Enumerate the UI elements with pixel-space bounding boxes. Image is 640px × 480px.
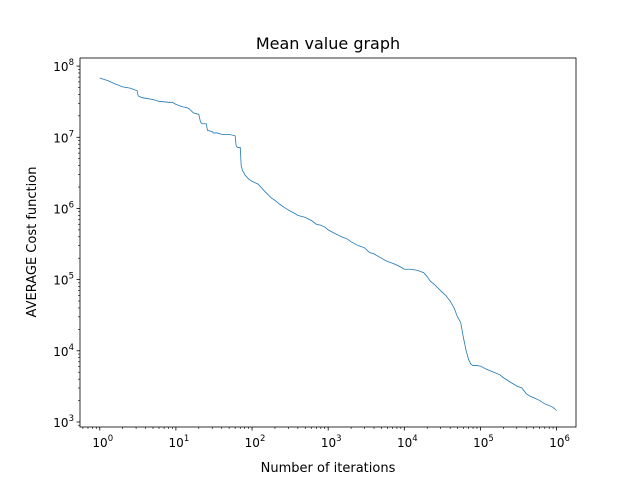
tick-exponent: 6: [564, 434, 569, 444]
tick-exponent: 4: [412, 434, 417, 444]
x-tick-label: 100: [92, 434, 113, 450]
tick-base: 10: [473, 436, 488, 450]
tick-base: 10: [321, 436, 336, 450]
tick-exponent: 5: [488, 434, 493, 444]
tick-base: 10: [53, 60, 68, 74]
tick-exponent: 1: [184, 434, 189, 444]
series-line-1: [99, 77, 557, 411]
x-tick-label: 105: [473, 434, 494, 450]
tick-base: 10: [92, 436, 107, 450]
y-tick-label: 108: [53, 58, 74, 74]
y-axis-label: AVERAGE Cost function: [25, 167, 40, 318]
tick-base: 10: [53, 345, 68, 359]
tick-exponent: 5: [69, 272, 74, 282]
tick-base: 10: [169, 436, 184, 450]
tick-exponent: 4: [69, 343, 74, 353]
tick-exponent: 0: [108, 434, 113, 444]
y-tick-label: 105: [53, 272, 74, 288]
tick-exponent: 6: [69, 200, 74, 210]
x-tick-label: 101: [169, 434, 190, 450]
tick-exponent: 3: [69, 414, 74, 424]
tick-base: 10: [53, 202, 68, 216]
x-tick-label: 103: [321, 434, 342, 450]
x-tick-label: 104: [397, 434, 418, 450]
x-tick-label: 106: [549, 434, 570, 450]
y-tick-label: 104: [53, 343, 74, 359]
y-tick-label: 103: [53, 414, 74, 430]
tick-exponent: 2: [260, 434, 265, 444]
tick-base: 10: [245, 436, 260, 450]
tick-exponent: 8: [69, 58, 74, 68]
y-tick-label: 107: [53, 129, 74, 145]
tick-exponent: 3: [336, 434, 341, 444]
plot-frame: [79, 57, 577, 428]
y-tick-label: 106: [53, 200, 74, 216]
tick-base: 10: [549, 436, 564, 450]
tick-exponent: 7: [69, 129, 74, 139]
tick-base: 10: [53, 274, 68, 288]
chart-title: Mean value graph: [256, 34, 400, 53]
tick-base: 10: [397, 436, 412, 450]
tick-base: 10: [53, 131, 68, 145]
tick-base: 10: [53, 416, 68, 430]
x-tick-label: 102: [245, 434, 266, 450]
x-axis-label: Number of iterations: [261, 461, 396, 476]
